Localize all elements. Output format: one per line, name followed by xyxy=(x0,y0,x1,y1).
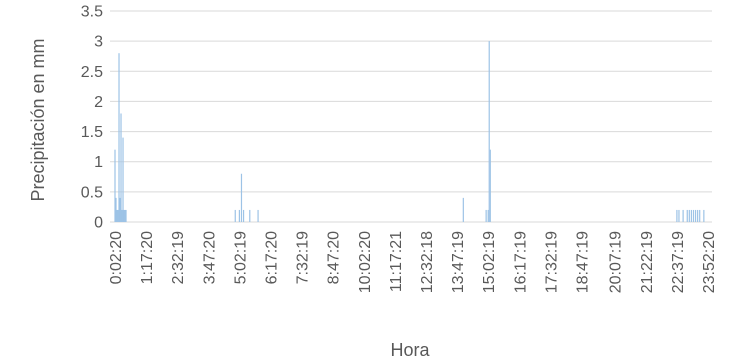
y-tick-label: 1 xyxy=(94,154,103,171)
bar xyxy=(676,209,678,222)
bar xyxy=(488,41,490,223)
bar xyxy=(690,209,693,222)
x-tick-label: 7:32:19 xyxy=(295,231,312,284)
bar xyxy=(122,137,124,222)
y-axis-title: Precipitación en mm xyxy=(28,38,48,201)
bar xyxy=(118,53,120,223)
x-tick-label: 22:37:19 xyxy=(670,231,687,293)
bar xyxy=(692,209,695,222)
bar xyxy=(694,209,697,222)
x-tick-label: 20:07:19 xyxy=(608,231,625,293)
y-tick-label: 1.5 xyxy=(81,124,103,141)
x-tick-label: 16:17:19 xyxy=(512,231,529,293)
y-tick-label: 3.5 xyxy=(81,4,103,21)
y-tick-label: 2 xyxy=(94,94,103,111)
x-tick-label: 5:02:19 xyxy=(232,231,249,284)
y-tick-label: 0.5 xyxy=(81,184,103,201)
y-tick-labels: 0 0.5 1 1.5 2 2.5 3 3.5 xyxy=(81,4,103,232)
x-tick-label: 10:02:20 xyxy=(357,231,374,293)
bar xyxy=(115,197,117,222)
bar xyxy=(124,209,126,222)
bar xyxy=(485,209,487,222)
bar xyxy=(125,209,127,222)
x-tick-label: 6:17:20 xyxy=(264,231,281,284)
x-tick-label: 18:47:19 xyxy=(575,231,592,293)
y-tick-label: 3 xyxy=(94,34,103,51)
bar xyxy=(703,209,705,222)
bar xyxy=(234,209,236,222)
x-tick-label: 0:02:20 xyxy=(108,231,125,284)
bar xyxy=(238,209,240,222)
x-tick-label: 2:32:19 xyxy=(170,231,187,284)
y-tick-label: 0 xyxy=(94,215,103,232)
y-tick-label: 2.5 xyxy=(81,64,103,81)
gridlines xyxy=(110,10,712,223)
x-tick-label: 8:47:20 xyxy=(326,231,343,284)
bar xyxy=(489,149,491,222)
x-tick-label: 12:32:18 xyxy=(419,231,436,293)
x-tick-label: 13:47:19 xyxy=(450,231,467,293)
bar-series xyxy=(114,41,705,223)
bar xyxy=(123,209,125,222)
bar xyxy=(116,209,118,222)
bar xyxy=(462,197,464,222)
x-tick-label: 21:22:19 xyxy=(639,231,656,293)
bar xyxy=(697,209,699,222)
bar xyxy=(686,209,688,222)
x-tick-label: 23:52:20 xyxy=(701,231,718,293)
bar xyxy=(699,209,701,222)
bar xyxy=(117,209,119,222)
bar xyxy=(249,209,251,222)
bar xyxy=(688,209,690,222)
x-tick-labels: 0:02:20 1:17:20 2:32:19 3:47:20 5:02:19 6:17:… xyxy=(108,231,718,293)
x-axis-title: Hora xyxy=(390,340,430,360)
bar xyxy=(114,149,116,222)
x-tick-label: 3:47:20 xyxy=(201,231,218,284)
bar xyxy=(120,113,122,222)
bar xyxy=(678,209,680,222)
x-tick-label: 1:17:20 xyxy=(139,231,156,284)
x-tick-label: 17:32:19 xyxy=(543,231,560,293)
bar xyxy=(121,209,123,222)
bar xyxy=(242,209,245,222)
x-tick-label: 15:02:19 xyxy=(481,231,498,293)
bar xyxy=(240,173,243,222)
bar xyxy=(682,209,684,222)
bar xyxy=(119,197,121,222)
x-tick-label: 11:17:21 xyxy=(388,231,405,292)
bar xyxy=(487,209,489,222)
bar xyxy=(257,209,259,222)
